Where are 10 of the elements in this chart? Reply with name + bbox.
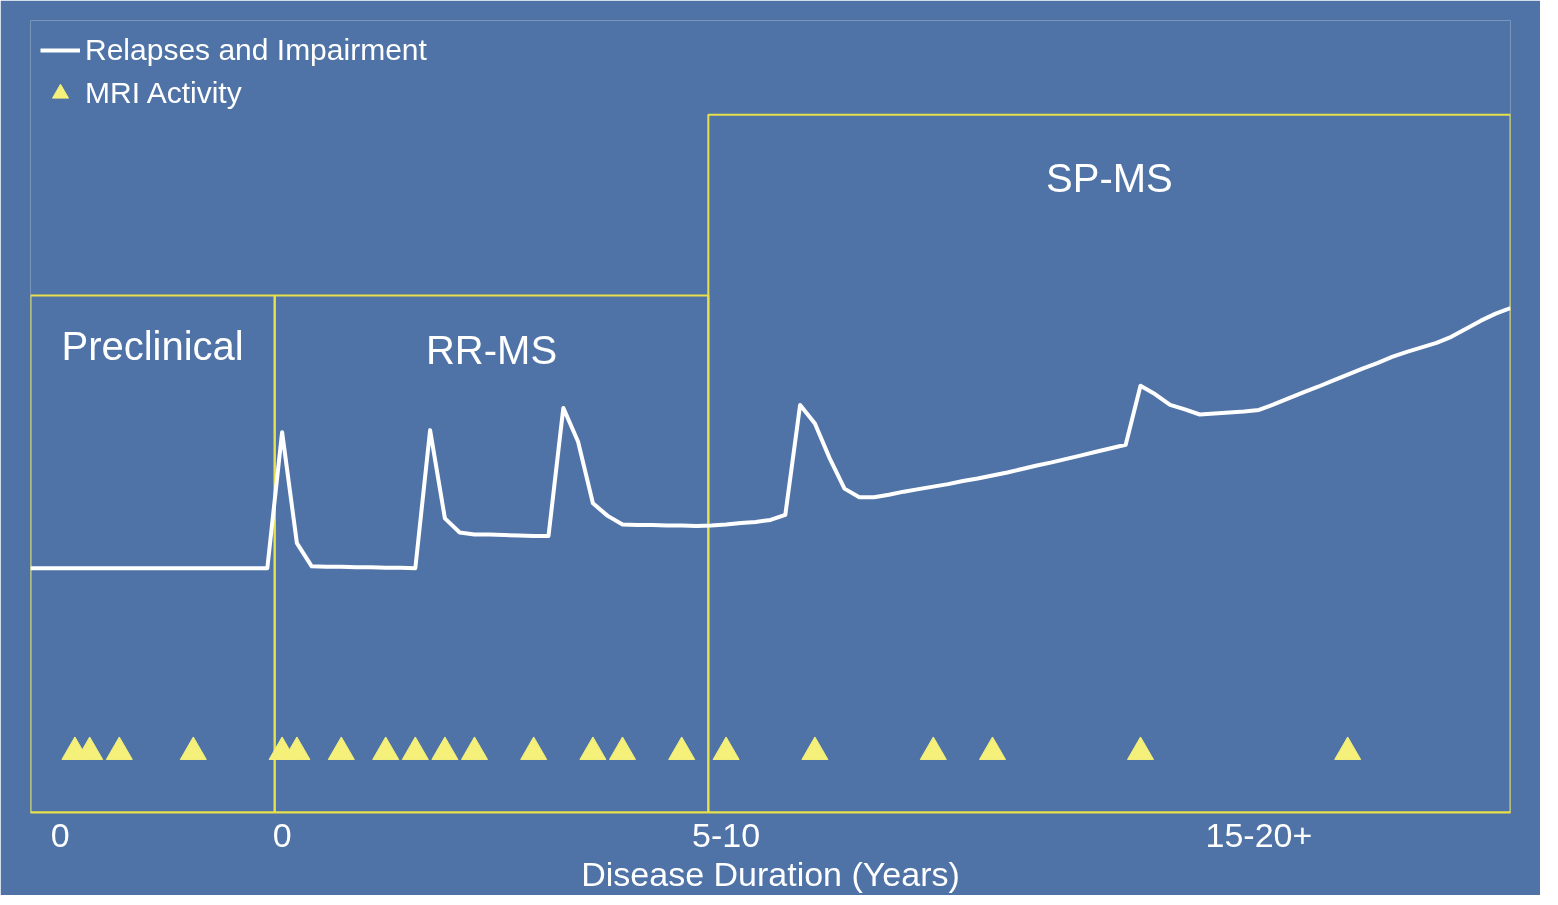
legend-label: MRI Activity <box>85 76 242 110</box>
annotation: RR-MS <box>425 328 558 373</box>
legend-label: Relapses and Impairment <box>85 33 427 67</box>
x-tick-label: 0 <box>50 815 70 854</box>
x-tick-label: 0 <box>272 815 292 854</box>
text: SP-MS <box>1046 156 1173 201</box>
x-tick-label: 5-10 <box>692 815 761 854</box>
x-tick-label: 15-20+ <box>1205 815 1313 854</box>
x-axis-title: Disease Duration (Years) <box>581 854 960 893</box>
annotation: Preclinical <box>61 324 244 369</box>
